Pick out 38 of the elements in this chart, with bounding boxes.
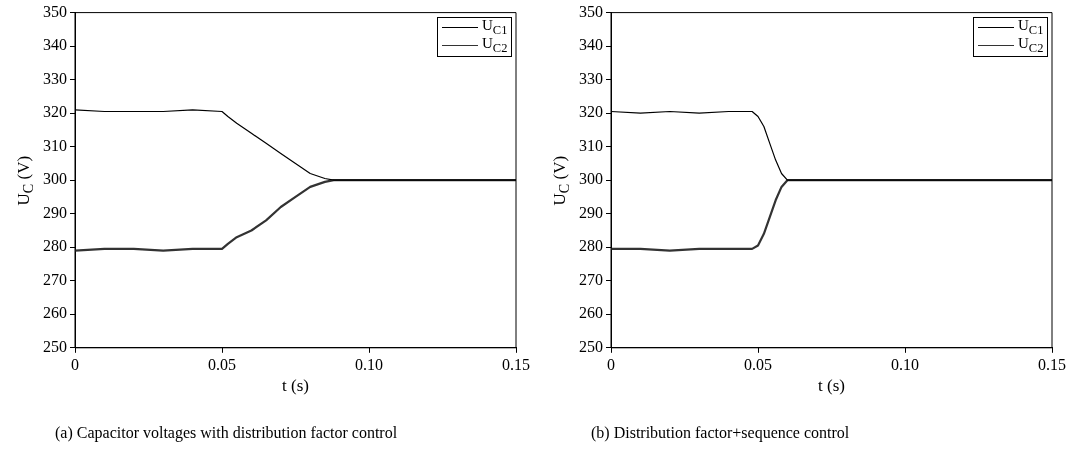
x-tick-label: 0.10 [891,355,919,373]
x-tick-label: 0.05 [208,355,236,373]
y-tick-label: 260 [579,304,603,322]
x-tick-label: 0.15 [1038,355,1066,373]
y-tick-label: 270 [43,270,67,288]
y-tick-label: 260 [43,304,67,322]
text: (b) Distribution factor+sequence control [591,424,850,442]
y-tick-label: 250 [579,338,603,355]
y-tick-label: 290 [43,203,67,221]
y-tick-label: 330 [579,69,603,87]
x-axis-title: t (s) [282,375,309,396]
y-tick-label: 300 [579,170,603,188]
y-tick-label: 330 [43,69,67,87]
x-tick-label: 0.05 [744,355,772,373]
x-tick-label: 0.15 [502,355,530,373]
y-tick-label: 280 [579,237,603,255]
y-tick-label: 320 [579,103,603,121]
y-tick-label: 310 [579,136,603,154]
y-tick-label: 350 [579,2,603,20]
legend-label: U$_{C2}$ [1018,35,1044,57]
x-tick-label: 0 [607,355,615,373]
y-tick-label: 340 [43,36,67,54]
x-tick-label: 0.10 [355,355,383,373]
y-tick-label: 320 [43,103,67,121]
y-tick-label: 340 [579,36,603,54]
legend-label: U$_{C1}$ [1018,17,1044,38]
x-tick-label: 0 [71,355,79,373]
y-tick-label: 280 [43,237,67,255]
legend-label: U$_{C1}$ [482,17,508,38]
y-tick-label: 310 [43,136,67,154]
y-tick-label: 250 [43,338,67,355]
x-axis-title: t (s) [818,375,845,396]
y-tick-label: 300 [43,170,67,188]
text: (a) Capacitor voltages with distribution factor control [55,424,398,442]
y-tick-label: 350 [43,2,67,20]
y-tick-label: 270 [579,270,603,288]
legend-label: U$_{C2}$ [482,35,508,57]
y-tick-label: 290 [579,203,603,221]
